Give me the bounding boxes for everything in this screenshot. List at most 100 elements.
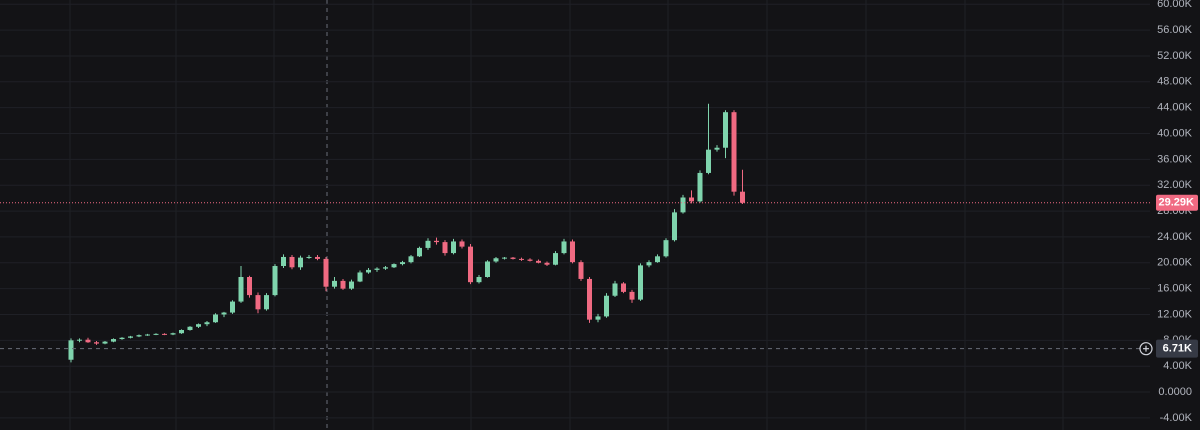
y-tick-label: 32.00K xyxy=(1157,179,1193,191)
candle-body xyxy=(587,278,592,320)
candle-body xyxy=(221,312,227,315)
candle-body xyxy=(544,262,550,265)
candle-body xyxy=(536,260,541,263)
y-tick-label: 56.00K xyxy=(1157,24,1193,36)
candle-body xyxy=(374,268,380,270)
candle-body xyxy=(323,258,329,287)
candle-body xyxy=(434,240,439,243)
candle-body xyxy=(349,281,354,289)
y-tick-label: 44.00K xyxy=(1157,102,1193,114)
candle-body xyxy=(94,342,99,344)
candle-body xyxy=(128,336,133,338)
y-tick-label: 60.00K xyxy=(1157,0,1193,10)
candle-body xyxy=(502,257,507,259)
candle-body xyxy=(366,269,371,273)
candle-body xyxy=(442,242,448,254)
candle-body xyxy=(230,301,235,313)
candle-body xyxy=(740,191,745,203)
y-tick-label: 4.00K xyxy=(1163,360,1192,372)
y-tick-label: 12.00K xyxy=(1157,308,1193,320)
candle-body xyxy=(119,337,125,340)
candle-body xyxy=(485,261,490,278)
candle-body xyxy=(77,339,82,341)
candle-body xyxy=(689,197,694,202)
candle-body xyxy=(289,256,295,268)
candle-body xyxy=(451,241,456,254)
candle-body xyxy=(561,241,567,254)
y-tick-label: 48.00K xyxy=(1157,76,1193,88)
candle-body xyxy=(357,272,363,282)
candle-body xyxy=(145,334,150,336)
candle-body xyxy=(425,240,431,248)
last-price-label: 29.29K xyxy=(1159,197,1195,209)
candle-body xyxy=(629,291,635,300)
candle-body xyxy=(102,341,108,344)
vertical-grid xyxy=(69,0,1064,430)
candle-body xyxy=(68,340,74,360)
candle-body xyxy=(519,258,524,260)
candle-body xyxy=(510,257,516,259)
candle-body xyxy=(196,324,201,327)
y-tick-label: 36.00K xyxy=(1157,153,1193,165)
candle-body xyxy=(604,295,609,317)
crosshair-label: 6.71K xyxy=(1163,343,1192,355)
candle-body xyxy=(570,241,575,263)
crosshair-add-icon xyxy=(1139,342,1153,356)
candle-body xyxy=(170,333,176,335)
candle-body xyxy=(400,262,405,265)
candle-body xyxy=(281,256,286,267)
candle-body xyxy=(638,265,643,300)
candle-body xyxy=(306,256,312,258)
y-tick-label: 24.00K xyxy=(1157,231,1193,243)
candle-body xyxy=(459,241,465,247)
candle-body xyxy=(697,172,703,202)
candle-body xyxy=(621,283,626,292)
candle-body xyxy=(136,335,142,337)
candle-body xyxy=(340,280,346,289)
last-price-tag xyxy=(1156,194,1198,211)
y-tick-label: 0.0000 xyxy=(1158,386,1192,398)
y-tick-label: 52.00K xyxy=(1157,50,1193,62)
candle-body xyxy=(111,339,116,342)
candle-body xyxy=(468,246,473,283)
candle-body xyxy=(204,322,210,325)
candle-body xyxy=(493,258,499,262)
candle-body xyxy=(408,256,414,263)
candle-body xyxy=(476,277,482,283)
candle-body xyxy=(272,266,278,296)
candle-body xyxy=(162,333,167,335)
candle-body xyxy=(417,247,422,257)
candle-body xyxy=(332,280,337,287)
y-tick-label: 20.00K xyxy=(1157,257,1193,269)
candle-body xyxy=(179,329,184,334)
candle-body xyxy=(383,267,388,269)
y-tick-label: -4.00K xyxy=(1160,412,1193,424)
candle-body xyxy=(612,283,618,296)
candle-body xyxy=(731,112,737,192)
candle-body xyxy=(527,259,533,261)
candle-body xyxy=(672,212,677,241)
candle-body xyxy=(213,314,218,323)
candle-body xyxy=(663,240,669,257)
candle-body xyxy=(714,147,720,150)
candle-body xyxy=(391,264,397,268)
crosshair-tag xyxy=(1156,339,1198,358)
candle-body xyxy=(595,316,601,320)
candle-body xyxy=(315,256,320,259)
candle-body xyxy=(298,257,303,268)
candle-body xyxy=(238,277,244,302)
y-tick-label: 40.00K xyxy=(1157,127,1193,139)
candle-body xyxy=(655,256,660,263)
candle-body xyxy=(680,197,686,213)
candle-body xyxy=(723,112,728,148)
candle-body xyxy=(578,262,584,279)
candle-body xyxy=(264,295,269,310)
candle-body xyxy=(553,253,558,265)
candle-body xyxy=(706,149,711,173)
candle-body xyxy=(646,262,652,266)
candle-body xyxy=(255,295,261,310)
candle-body xyxy=(153,333,159,335)
crosshair-add-icon-plus xyxy=(1143,345,1149,352)
